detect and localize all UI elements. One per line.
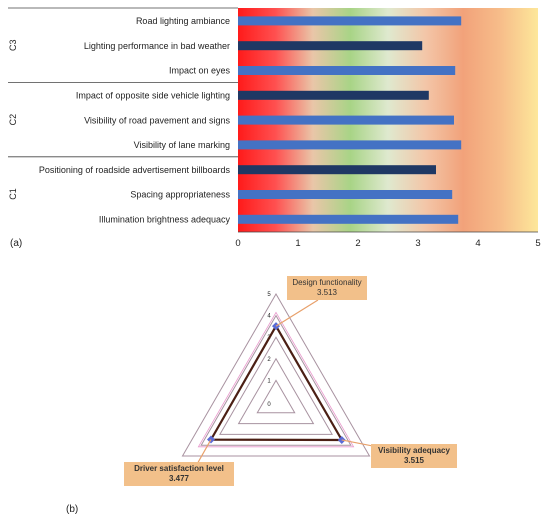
axis-label-driver-satisfaction: Driver satisfaction level xyxy=(134,464,224,473)
radar-ring-1 xyxy=(256,379,296,414)
group-label-c1: C1 xyxy=(8,188,18,200)
axis-label-design-functionality: Design functionality xyxy=(292,278,362,287)
bars xyxy=(238,16,462,224)
panel-b-label: (b) xyxy=(66,504,78,515)
radar-ring-3 xyxy=(219,336,333,435)
radar-series-line xyxy=(209,323,344,442)
callout-design-functionality: Design functionality 3.513 xyxy=(287,276,367,300)
x-tick-4: 4 xyxy=(475,238,480,249)
bar-impact-of-opposite-side-vehicle-lighting xyxy=(238,90,429,100)
category-label-impact-of-opposite-side-vehicle-lighting: Impact of opposite side vehicle lighting xyxy=(76,91,230,101)
radar-series xyxy=(206,322,346,444)
bar-positioning-of-roadside-advertisement-billboards xyxy=(238,165,436,175)
axis-label-visibility-adequacy: Visibility adequacy xyxy=(378,446,450,455)
radar-tick-4: 4 xyxy=(267,314,271,320)
leader-driver-satisfaction-level xyxy=(195,439,212,467)
group-labels: C3 C2 C1 xyxy=(8,39,18,199)
group-label-c2: C2 xyxy=(8,114,18,126)
x-tick-5: 5 xyxy=(535,238,540,249)
group-label-c3: C3 xyxy=(8,39,18,51)
radar-tick-1: 1 xyxy=(267,378,271,384)
radar-ring-accent xyxy=(197,311,355,448)
bar-visibility-of-road-pavement-and-signs xyxy=(238,115,454,125)
value-label-design-functionality: 3.513 xyxy=(316,288,338,297)
radar-ring-2 xyxy=(237,357,315,425)
callout-visibility-adequacy: Visibility adequacy 3.515 xyxy=(371,444,457,468)
radar-tick-5: 5 xyxy=(267,292,271,298)
panel-a-label: (a) xyxy=(10,238,22,249)
category-label-lighting-performance-in-bad-weather: Lighting performance in bad weather xyxy=(84,41,230,51)
x-tick-labels: 0 1 2 3 4 5 xyxy=(235,238,540,249)
radar-ring-4 xyxy=(200,314,352,446)
category-label-visibility-of-road-pavement-and-signs: Visibility of road pavement and signs xyxy=(84,115,230,125)
x-tick-2: 2 xyxy=(355,238,360,249)
bar-spacing-appropriateness xyxy=(238,190,453,199)
category-label-road-lighting-ambiance: Road lighting ambiance xyxy=(136,16,230,26)
x-tick-1: 1 xyxy=(295,238,300,249)
radar-tick-0: 0 xyxy=(267,402,271,408)
x-tick-0: 0 xyxy=(235,238,240,249)
value-label-visibility-adequacy: 3.515 xyxy=(403,456,425,465)
group-separators xyxy=(8,7,238,158)
value-label-driver-satisfaction: 3.477 xyxy=(168,474,190,483)
category-label-positioning-of-roadside-advertisement-billboards: Positioning of roadside advertisement bi… xyxy=(39,165,231,175)
bar-road-lighting-ambiance xyxy=(238,16,462,26)
bar-visibility-of-lane-marking xyxy=(238,140,462,150)
category-label-illumination-brightness-adequacy: Illumination brightness adequacy xyxy=(99,215,231,225)
category-labels: Road lighting ambiance Lighting performan… xyxy=(39,16,231,224)
x-tick-3: 3 xyxy=(415,238,420,249)
bar-lighting-performance-in-bad-weather xyxy=(238,41,423,51)
radar-grid xyxy=(181,292,371,457)
bar-impact-on-eyes xyxy=(238,66,456,75)
category-label-spacing-appropriateness: Spacing appropriateness xyxy=(130,190,230,200)
bar-chart: C3 C2 C1 Road lighting ambiance Lighting pe… xyxy=(8,7,541,249)
category-label-visibility-of-lane-marking: Visibility of lane marking xyxy=(134,140,230,150)
radar-ring-5 xyxy=(181,292,371,457)
callout-driver-satisfaction: Driver satisfaction level 3.477 xyxy=(124,462,234,486)
category-label-impact-on-eyes: Impact on eyes xyxy=(169,66,231,76)
leader-design-functionality xyxy=(275,299,319,327)
bar-illumination-brightness-adequacy xyxy=(238,214,459,224)
radar-tick-2: 2 xyxy=(267,357,271,363)
